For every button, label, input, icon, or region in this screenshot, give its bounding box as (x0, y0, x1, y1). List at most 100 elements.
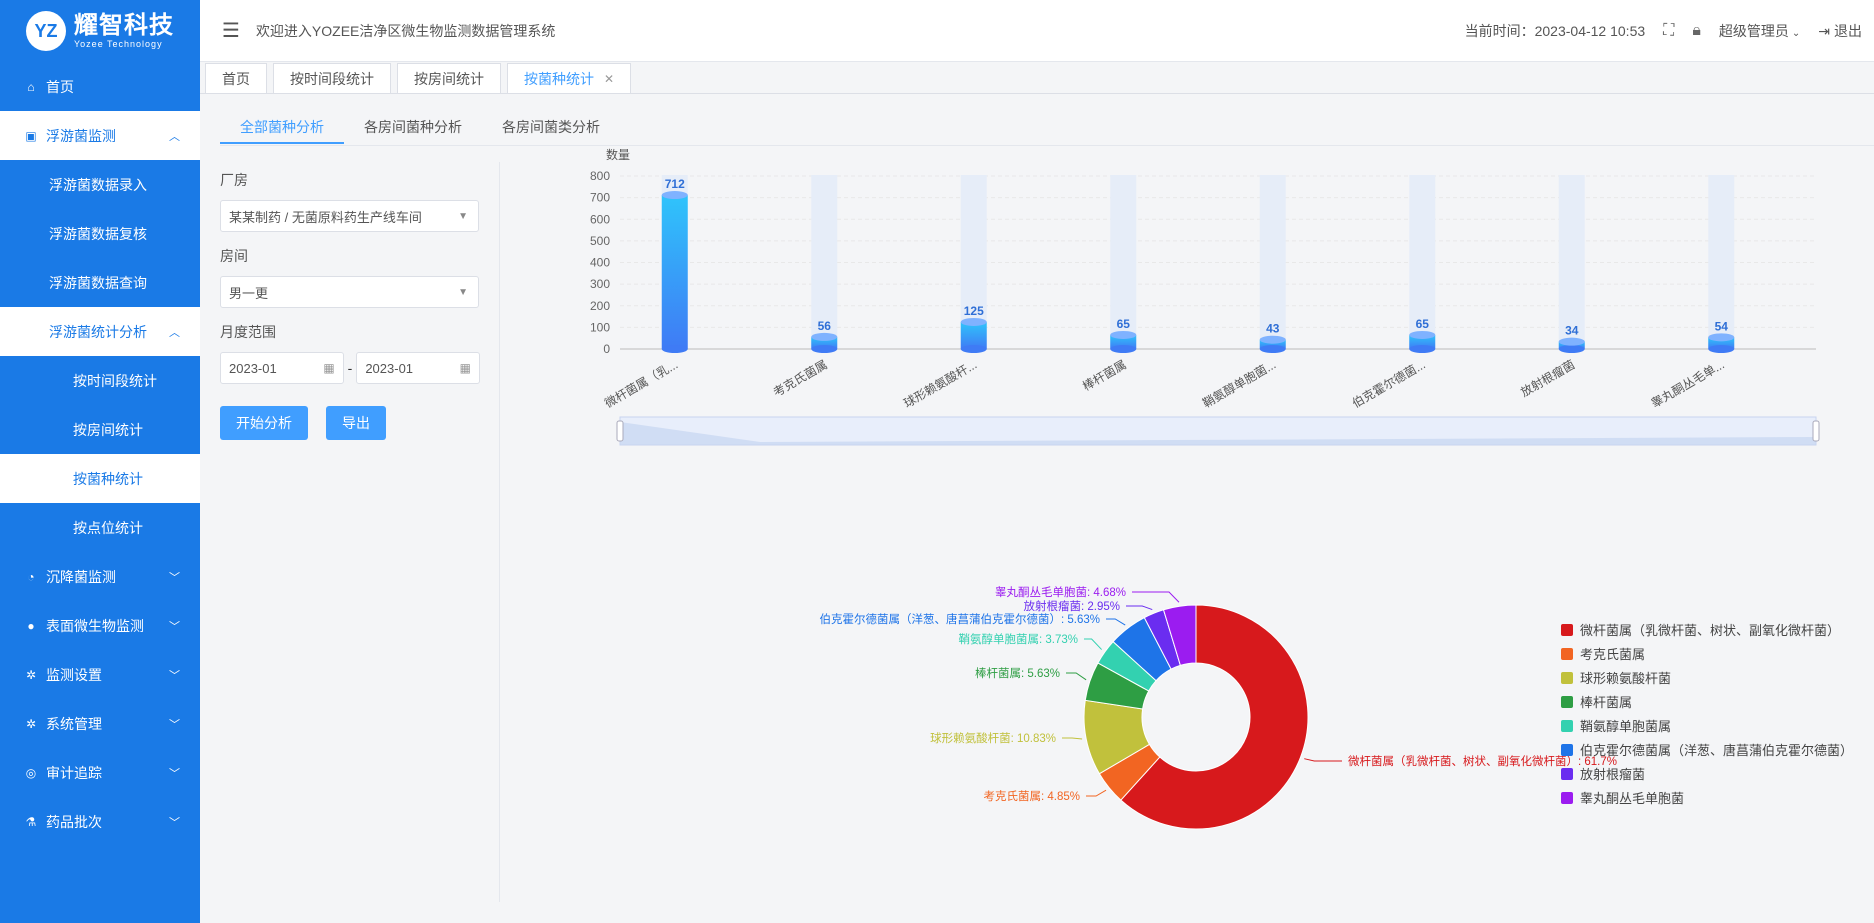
factory-select[interactable]: 某某制药 / 无菌原料药生产线车间 ▼ (220, 200, 479, 232)
fullscreen-icon[interactable]: ⛶ (1663, 21, 1675, 39)
x-tick-label: 球形赖氨酸杆... (901, 357, 980, 411)
start-month-picker[interactable]: 2023-01 ▦ (220, 352, 344, 384)
zoom-handle-left[interactable] (616, 420, 624, 442)
bar-value-label: 65 (1117, 317, 1131, 331)
legend-swatch[interactable] (1561, 624, 1573, 636)
sidebar-item[interactable]: ✲ 监测设置 ﹀ (0, 650, 200, 699)
bar-base (1110, 345, 1137, 353)
legend-swatch[interactable] (1561, 720, 1573, 732)
bar-base (1409, 345, 1436, 353)
analysis-subtab[interactable]: 各房间菌类分析 (502, 119, 600, 135)
legend-swatch[interactable] (1561, 792, 1573, 804)
flask-icon: ⚗ (25, 814, 37, 829)
page-tab[interactable]: 首页 (205, 63, 267, 93)
bar[interactable] (661, 195, 688, 349)
sidebar-item-label: 药品批次 (46, 813, 102, 830)
sidebar-item-label: 首页 (46, 78, 74, 95)
sidebar-item[interactable]: 按菌种统计 (0, 454, 200, 503)
bar[interactable] (960, 321, 987, 349)
sidebar-item[interactable]: 按点位统计 (0, 503, 200, 552)
sidebar-item[interactable]: ● 表面微生物监测 ﹀ (0, 601, 200, 650)
bar-background (811, 175, 838, 349)
pie-slice-label: 棒杆菌属: 5.63% (975, 666, 1060, 680)
analysis-subtab[interactable]: 各房间菌种分析 (364, 119, 462, 135)
y-tick-label: 700 (590, 191, 610, 205)
user-menu[interactable]: 超级管理员 ⌄ (1719, 21, 1800, 41)
y-tick-label: 0 (603, 342, 610, 356)
bar-value-label: 65 (1416, 317, 1430, 331)
hamburger-menu-icon[interactable]: ☰ (222, 20, 240, 42)
bar[interactable] (1409, 334, 1436, 349)
legend-label[interactable]: 考克氏菌属 (1580, 647, 1645, 662)
x-tick-label: 睾丸酮丛毛单... (1648, 357, 1727, 411)
pie-slice-label: 考克氏菌属: 4.85% (984, 790, 1081, 803)
sidebar-item[interactable]: ✲ 系统管理 ﹀ (0, 699, 200, 748)
legend-swatch[interactable] (1561, 696, 1573, 708)
legend-swatch[interactable] (1561, 648, 1573, 660)
y-tick-label: 800 (590, 169, 610, 183)
legend-swatch[interactable] (1561, 672, 1573, 684)
pie-label-line (1086, 789, 1107, 797)
pie-slice-label: 伯克霍尔德菌属（洋葱、唐菖蒲伯克霍尔德菌）: 5.63% (820, 612, 1101, 626)
end-month-picker[interactable]: 2023-01 ▦ (356, 352, 480, 384)
sidebar-item[interactable]: 浮游菌数据录入 (0, 160, 200, 209)
sidebar-item[interactable]: 按时间段统计 (0, 356, 200, 405)
bar-cap (960, 317, 987, 326)
sidebar-item-label: 浮游菌数据复核 (49, 225, 147, 242)
legend-label[interactable]: 球形赖氨酸杆菌 (1580, 671, 1671, 686)
brand-logo[interactable]: YZ 耀智科技 Yozee Technology (0, 0, 200, 62)
sidebar-item[interactable]: 浮游菌统计分析 ︿ (0, 307, 200, 356)
chevron-down-icon: ﹀ (169, 620, 180, 633)
pie-label-line (1126, 605, 1153, 611)
legend-label[interactable]: 放射根瘤菌 (1580, 767, 1645, 782)
legend-swatch[interactable] (1561, 744, 1573, 756)
range-label: 月度范围 (220, 324, 276, 340)
legend-label[interactable]: 微杆菌属（乳微杆菌、树状、副氧化微杆菌） (1580, 623, 1840, 638)
sidebar-item[interactable]: 浮游菌数据复核 (0, 209, 200, 258)
legend-label[interactable]: 睾丸酮丛毛单胞菌 (1580, 791, 1684, 806)
page-tab[interactable]: 按菌种统计 ✕ (507, 63, 632, 93)
top-header: ☰ 欢迎进入YOZEE洁净区微生物监测数据管理系统 当前时间：2023-04-1… (200, 0, 1874, 62)
zoom-handle-right[interactable] (1812, 420, 1820, 442)
logout-button[interactable]: ⇥ 退出 (1818, 21, 1862, 41)
room-select[interactable]: 男一更 ▼ (220, 276, 479, 308)
sidebar-item[interactable]: 浮游菌数据查询 (0, 258, 200, 307)
calendar-icon: ▦ (459, 361, 471, 375)
sidebar-item[interactable]: 按房间统计 (0, 405, 200, 454)
bar[interactable] (1110, 334, 1137, 349)
pie-slice[interactable] (1120, 604, 1309, 830)
pie-label-line (1106, 618, 1126, 626)
bar[interactable] (1259, 339, 1286, 349)
sidebar-item[interactable]: ▣ 浮游菌监测 ︿ (0, 111, 200, 160)
chevron-down-icon: ﹀ (169, 816, 180, 829)
page-tab[interactable]: 按时间段统计 (273, 63, 391, 93)
legend-swatch[interactable] (1561, 768, 1573, 780)
pie-slice[interactable] (1162, 604, 1197, 666)
sidebar-item[interactable]: ◔ 沉降菌监测 ﹀ (0, 552, 200, 601)
bar-cap (1259, 335, 1286, 344)
legend-label[interactable]: 伯克霍尔德菌属（洋葱、唐菖蒲伯克霍尔德菌） (1580, 743, 1853, 758)
bar[interactable] (1708, 337, 1735, 349)
subtab-divider (220, 145, 1874, 146)
chevron-down-icon: ▼ (458, 210, 468, 222)
home-icon: ⌂ (27, 79, 35, 94)
lock-icon[interactable]: 🔒︎ (1692, 21, 1701, 39)
sidebar-item[interactable]: ◎ 审计追踪 ﹀ (0, 748, 200, 797)
legend-label[interactable]: 鞘氨醇单胞菌属 (1580, 719, 1671, 734)
sidebar-item[interactable]: ⚗ 药品批次 ﹀ (0, 797, 200, 846)
x-tick-label: 考克氏菌属 (771, 357, 830, 399)
analyze-button[interactable]: 开始分析 (220, 406, 308, 440)
sidebar-item[interactable]: ⌂ 首页 (0, 62, 200, 111)
bar-background (1259, 175, 1286, 349)
export-button[interactable]: 导出 (326, 406, 386, 440)
logout-label: 退出 (1834, 22, 1862, 39)
legend-label[interactable]: 棒杆菌属 (1580, 695, 1632, 710)
page-tab[interactable]: 按房间统计 (397, 63, 501, 93)
sidebar-item-label: 按点位统计 (73, 519, 143, 536)
panel-divider (499, 162, 500, 902)
filter-panel: 厂房 某某制药 / 无菌原料药生产线车间 ▼ 房间 男一更 ▼ 月度范围 202… (220, 160, 480, 440)
analysis-subtab[interactable]: 全部菌种分析 (220, 110, 344, 144)
y-tick-label: 400 (590, 256, 610, 270)
bar-value-label: 43 (1266, 322, 1280, 336)
close-icon[interactable]: ✕ (604, 71, 615, 86)
